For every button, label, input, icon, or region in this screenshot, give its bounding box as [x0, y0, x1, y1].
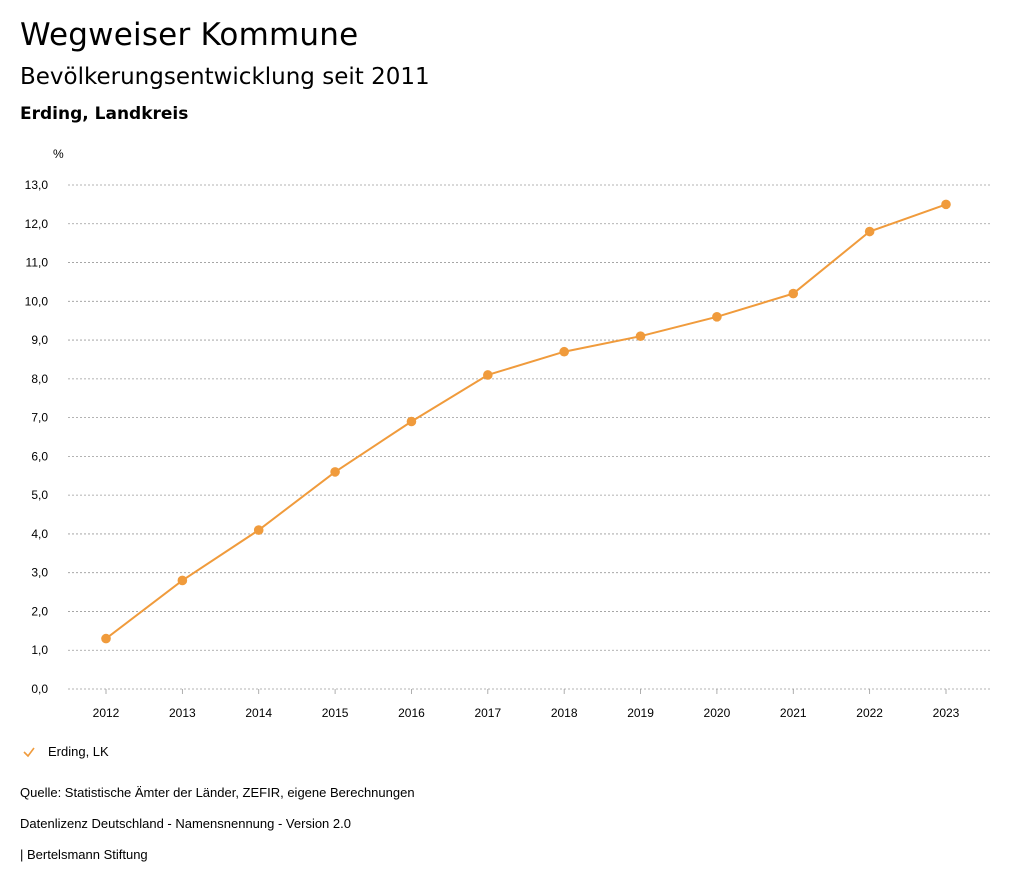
data-point-2019[interactable]: [635, 331, 646, 341]
grid-lines: [68, 184, 990, 690]
x-tick-label: 2014: [245, 706, 272, 720]
y-tick-label: 1,0: [31, 643, 48, 657]
checkmark-icon: [23, 747, 35, 757]
line-chart: % 0,0 1,0 2,0 3,0 4,0 5,0 6,0 7,0 8,0 9,0 10,0 11,0…: [25, 147, 990, 720]
data-point-2012[interactable]: [101, 633, 111, 644]
y-tick-label: 7,0: [31, 411, 48, 425]
x-tick-label: 2020: [704, 706, 731, 720]
region-name: Erding, Landkreis: [20, 104, 189, 124]
license-note: Datenlizenz Deutschland - Namensnennung …: [20, 816, 351, 831]
legend-label: Erding, LK: [48, 744, 109, 759]
series-erding: [101, 199, 951, 644]
x-tick-label: 2022: [856, 706, 883, 720]
legend[interactable]: Erding, LK: [22, 744, 109, 759]
data-point-2014[interactable]: [253, 525, 264, 535]
y-tick-label: 0,0: [31, 682, 48, 696]
y-tick-label: 12,0: [25, 217, 49, 231]
y-tick-label: 6,0: [31, 449, 48, 463]
x-tick-label: 2015: [322, 706, 349, 720]
y-tick-label: 5,0: [31, 488, 48, 502]
x-tick-label: 2013: [169, 706, 196, 720]
y-tick-label: 9,0: [31, 333, 48, 347]
data-point-2017[interactable]: [483, 370, 493, 380]
x-tick-label: 2016: [398, 706, 425, 720]
data-point-2015[interactable]: [330, 467, 340, 477]
y-tick-label: 2,0: [31, 604, 48, 618]
x-axis: 2012 2013 2014 2015 2016 2017 2018 2019 2020 2021…: [93, 689, 960, 720]
source-note: Quelle: Statistische Ämter der Länder, Z…: [20, 785, 415, 800]
y-axis: 0,0 1,0 2,0 3,0 4,0 5,0 6,0 7,0 8,0 9,0 10,0 11,0 12…: [25, 178, 49, 696]
y-tick-label: 10,0: [25, 294, 49, 308]
y-tick-label: 4,0: [31, 527, 48, 541]
data-point-2018[interactable]: [559, 346, 569, 357]
data-point-2023[interactable]: [941, 199, 951, 210]
y-tick-label: 8,0: [31, 372, 48, 386]
y-tick-label: 3,0: [31, 566, 48, 580]
x-tick-label: 2017: [474, 706, 501, 720]
data-point-2013[interactable]: [177, 575, 188, 586]
data-point-2021[interactable]: [788, 288, 799, 299]
y-axis-unit: %: [53, 147, 64, 161]
data-point-2020[interactable]: [712, 312, 722, 322]
y-tick-label: 13,0: [25, 178, 49, 192]
data-point-2022[interactable]: [864, 226, 875, 237]
x-tick-label: 2018: [551, 706, 578, 720]
x-tick-label: 2012: [93, 706, 120, 720]
chart-subtitle: Bevölkerungsentwicklung seit 2011: [20, 64, 430, 90]
x-tick-label: 2021: [780, 706, 807, 720]
series-line: [105, 203, 947, 640]
x-tick-label: 2019: [627, 706, 654, 720]
data-point-2016[interactable]: [406, 416, 417, 427]
publisher-note: | Bertelsmann Stiftung: [20, 847, 148, 862]
x-tick-label: 2023: [933, 706, 960, 720]
page-title: Wegweiser Kommune: [20, 17, 359, 53]
y-tick-label: 11,0: [26, 256, 49, 270]
